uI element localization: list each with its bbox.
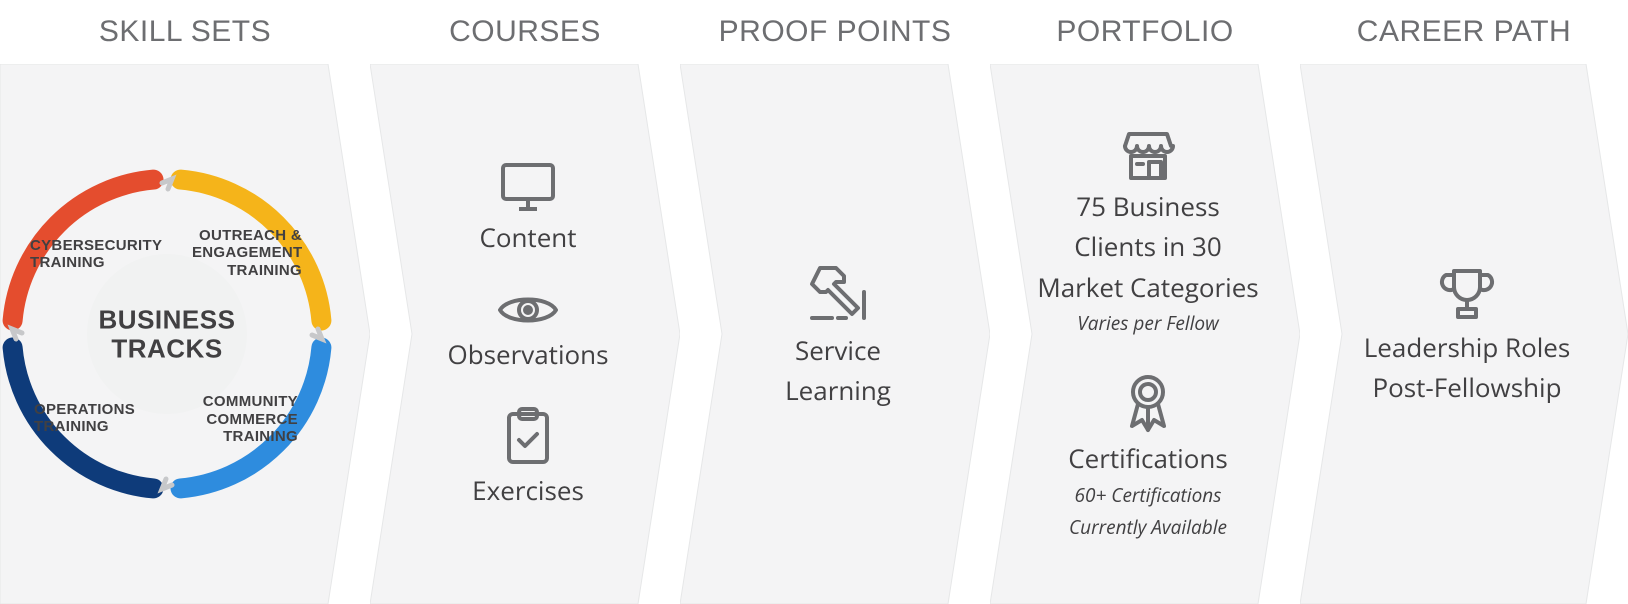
courses-observations-label: Observations <box>448 338 609 371</box>
donut-center: BUSINESS TRACKS <box>87 305 247 362</box>
panel-courses: Content Observations <box>370 64 680 604</box>
seg-label-cybersecurity: CYBERSECURITY TRAINING <box>30 237 150 272</box>
donut-center-line1: BUSINESS <box>87 305 247 334</box>
header-row: SKILL SETS COURSES PROOF POINTS PORTFOLI… <box>0 0 1628 64</box>
portfolio-certs-sub2: Currently Available <box>1069 515 1227 540</box>
panel-careerpath: Leadership Roles Post-Fellowship <box>1300 64 1628 604</box>
portfolio-clients-l1: 75 Business <box>1076 190 1220 223</box>
panel-portfolio: 75 Business Clients in 30 Market Categor… <box>990 64 1300 604</box>
header-careerpath: CAREER PATH <box>1300 15 1628 49</box>
portfolio-clients-l3: Market Categories <box>1037 271 1258 304</box>
trophy-icon <box>1438 265 1496 323</box>
ribbon-icon <box>1124 372 1172 434</box>
hammer-icon <box>802 262 874 326</box>
seg-label-outreach: OUTREACH & ENGAGEMENT TRAINING <box>192 227 302 279</box>
careerpath-l2: Post-Fellowship <box>1372 371 1561 404</box>
infographic-container: SKILL SETS COURSES PROOF POINTS PORTFOLI… <box>0 0 1628 604</box>
portfolio-certs-main: Certifications <box>1068 442 1227 475</box>
eye-icon <box>496 290 560 330</box>
panels-row: BUSINESS TRACKS CYBERSECURITY TRAINING O… <box>0 64 1628 604</box>
courses-exercises-block: Exercises <box>472 406 584 507</box>
header-portfolio: PORTFOLIO <box>990 15 1300 49</box>
proofpoints-label-l1: Service <box>795 334 881 367</box>
portfolio-clients-block: 75 Business Clients in 30 Market Categor… <box>1037 128 1258 336</box>
proofpoints-service-block: Service Learning <box>785 262 891 407</box>
storefront-icon <box>1119 128 1177 182</box>
portfolio-clients-l2: Clients in 30 <box>1074 230 1221 263</box>
portfolio-clients-sub: Varies per Fellow <box>1077 311 1218 336</box>
seg-label-community: COMMUNITY COMMERCE TRAINING <box>188 393 298 445</box>
courses-observations-block: Observations <box>448 290 609 371</box>
portfolio-certs-block: Certifications 60+ Certifications Curren… <box>1068 372 1227 540</box>
header-skillsets: SKILL SETS <box>0 15 370 49</box>
monitor-icon <box>499 161 557 213</box>
courses-exercises-label: Exercises <box>472 474 584 507</box>
proofpoints-label-l2: Learning <box>785 374 891 407</box>
courses-content-block: Content <box>479 161 576 254</box>
header-courses: COURSES <box>370 15 680 49</box>
clipboard-check-icon <box>503 406 553 466</box>
donut-center-line2: TRACKS <box>87 334 247 363</box>
panel-proofpoints: Service Learning <box>680 64 990 604</box>
business-tracks-donut: BUSINESS TRACKS CYBERSECURITY TRAINING O… <box>2 169 332 499</box>
courses-content-label: Content <box>479 221 576 254</box>
panel-skillsets: BUSINESS TRACKS CYBERSECURITY TRAINING O… <box>0 64 370 604</box>
header-proofpoints: PROOF POINTS <box>680 15 990 49</box>
seg-label-operations: OPERATIONS TRAINING <box>34 401 144 436</box>
careerpath-block: Leadership Roles Post-Fellowship <box>1364 265 1571 404</box>
portfolio-certs-sub1: 60+ Certifications <box>1075 483 1222 508</box>
careerpath-l1: Leadership Roles <box>1364 331 1571 364</box>
